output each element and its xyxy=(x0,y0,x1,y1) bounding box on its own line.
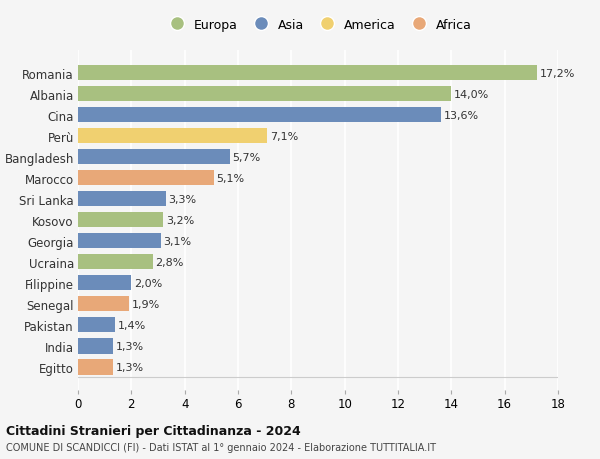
Text: 1,4%: 1,4% xyxy=(118,320,146,330)
Text: 13,6%: 13,6% xyxy=(443,111,478,120)
Text: 5,7%: 5,7% xyxy=(233,152,261,162)
Text: 3,3%: 3,3% xyxy=(169,194,197,204)
Bar xyxy=(78,150,230,165)
Legend: Europa, Asia, America, Africa: Europa, Asia, America, Africa xyxy=(161,16,475,34)
Text: 1,3%: 1,3% xyxy=(115,362,143,372)
Text: 3,2%: 3,2% xyxy=(166,215,194,225)
Bar xyxy=(78,318,115,333)
Text: 3,1%: 3,1% xyxy=(163,236,191,246)
Bar xyxy=(78,108,440,123)
Text: 2,8%: 2,8% xyxy=(155,257,184,267)
Text: 5,1%: 5,1% xyxy=(217,174,245,183)
Bar xyxy=(78,339,113,354)
Bar xyxy=(78,234,161,249)
Text: 14,0%: 14,0% xyxy=(454,90,489,100)
Text: 17,2%: 17,2% xyxy=(539,68,575,78)
Bar xyxy=(78,129,268,144)
Text: 1,9%: 1,9% xyxy=(131,299,160,309)
Bar xyxy=(78,192,166,207)
Text: 1,3%: 1,3% xyxy=(115,341,143,351)
Bar xyxy=(78,255,152,270)
Bar xyxy=(78,66,536,81)
Bar xyxy=(78,297,128,312)
Text: 7,1%: 7,1% xyxy=(270,131,298,141)
Bar xyxy=(78,359,113,375)
Text: 2,0%: 2,0% xyxy=(134,278,162,288)
Bar xyxy=(78,213,163,228)
Bar xyxy=(78,87,451,102)
Bar xyxy=(78,276,131,291)
Bar xyxy=(78,171,214,186)
Text: COMUNE DI SCANDICCI (FI) - Dati ISTAT al 1° gennaio 2024 - Elaborazione TUTTITAL: COMUNE DI SCANDICCI (FI) - Dati ISTAT al… xyxy=(6,442,436,452)
Text: Cittadini Stranieri per Cittadinanza - 2024: Cittadini Stranieri per Cittadinanza - 2… xyxy=(6,425,301,437)
